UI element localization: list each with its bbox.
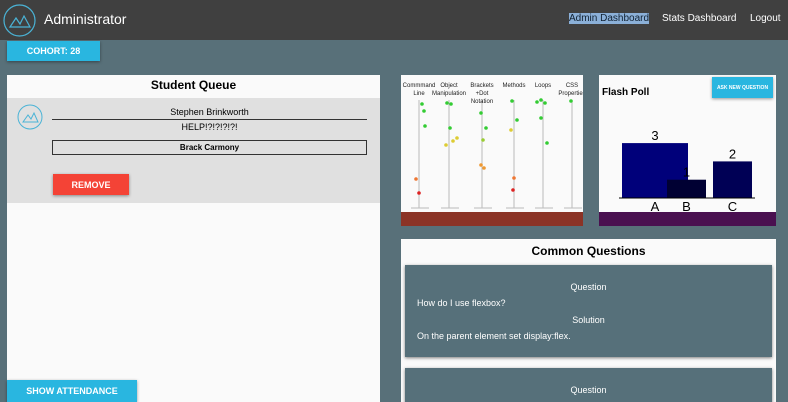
nav-link[interactable]: Admin Dashboard xyxy=(569,13,650,24)
cohort-button[interactable]: COHORT: 28 xyxy=(7,41,100,61)
nav-link[interactable]: Logout xyxy=(750,13,781,24)
poll-bar xyxy=(713,161,752,198)
poll-value-label: 1 xyxy=(683,165,690,180)
poll-value-label: 2 xyxy=(729,146,736,161)
question-label: Question xyxy=(570,282,607,292)
remove-button[interactable]: REMOVE xyxy=(53,174,129,195)
topic-label: Loops xyxy=(534,83,552,89)
poll-category-label: C xyxy=(728,199,737,214)
queue-item: Stephen Brinkworth HELP!?!?!?!?! Brack C… xyxy=(7,98,380,203)
panel-title: Common Questions xyxy=(531,244,646,258)
nav-link[interactable]: Stats Dashboard xyxy=(662,13,737,24)
topic-label: Methods xyxy=(502,83,526,89)
topic-label: Brackets +Dot Notation xyxy=(470,83,494,105)
student-queue-panel: Student Queue Stephen Brinkworth HELP!?!… xyxy=(7,75,380,402)
topic-label: Commmand Line xyxy=(402,83,436,97)
logo xyxy=(3,4,36,37)
poll-bar xyxy=(667,179,706,198)
avatar xyxy=(17,104,43,130)
poll-category-label: A xyxy=(651,199,660,214)
solution-label: Solution xyxy=(572,315,605,325)
poll-category-label: B xyxy=(682,199,691,214)
common-questions-panel: Common Questions Question How do I use f… xyxy=(401,239,776,402)
poll-chart: 3 A 1 B 2 C xyxy=(599,128,776,226)
topic-chart-panel: Commmand Line Object Manipulation Brackets… xyxy=(401,75,583,226)
poll-value-label: 3 xyxy=(651,128,658,143)
ask-question-button[interactable]: ASK NEW QUESTION xyxy=(712,77,773,98)
assignee: Brack Carmony xyxy=(52,140,367,155)
panel-title: Student Queue xyxy=(150,78,237,92)
topic-chart xyxy=(401,98,583,226)
question-text: How do I use flexbox? xyxy=(417,298,506,308)
topic-label: CSS Properties xyxy=(558,83,583,97)
navbar: Administrator Admin Dashboard Stats Dash… xyxy=(0,0,788,40)
dots xyxy=(414,98,573,195)
solution-text: On the parent element set display:flex. xyxy=(417,331,571,341)
student-name: Stephen Brinkworth xyxy=(52,107,367,120)
attendance-button[interactable]: SHOW ATTENDANCE xyxy=(7,380,137,402)
question-card: Question xyxy=(405,368,772,402)
app-title: Administrator xyxy=(44,11,127,27)
help-message: HELP!?!?!?!?! xyxy=(181,122,238,132)
question-card: Question How do I use flexbox? Solution … xyxy=(405,265,772,357)
flash-poll-panel: Flash Poll ASK NEW QUESTION 3 A 1 B 2 C xyxy=(599,75,776,226)
question-label: Question xyxy=(570,385,607,395)
panel-title: Flash Poll xyxy=(602,87,650,98)
topic-label: Object Manipulation xyxy=(432,83,467,97)
